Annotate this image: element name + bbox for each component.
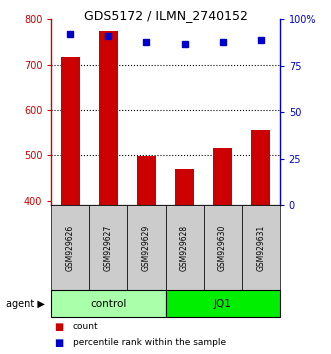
Bar xyxy=(137,156,156,205)
Text: GSM929628: GSM929628 xyxy=(180,225,189,271)
Bar xyxy=(175,169,194,205)
Text: ■: ■ xyxy=(55,338,64,348)
Bar xyxy=(213,148,232,205)
Text: GSM929629: GSM929629 xyxy=(142,225,151,271)
Text: count: count xyxy=(73,322,98,331)
Text: GSM929626: GSM929626 xyxy=(66,225,75,271)
Text: control: control xyxy=(90,298,126,309)
Bar xyxy=(61,57,80,205)
Text: agent ▶: agent ▶ xyxy=(6,298,45,309)
Bar xyxy=(251,130,270,205)
Bar xyxy=(99,31,118,205)
Text: ■: ■ xyxy=(55,322,64,332)
Text: GSM929630: GSM929630 xyxy=(218,224,227,271)
Text: GSM929627: GSM929627 xyxy=(104,225,113,271)
Text: JQ1: JQ1 xyxy=(213,298,232,309)
Text: percentile rank within the sample: percentile rank within the sample xyxy=(73,338,226,347)
Text: GDS5172 / ILMN_2740152: GDS5172 / ILMN_2740152 xyxy=(83,9,248,22)
Text: GSM929631: GSM929631 xyxy=(256,225,265,271)
